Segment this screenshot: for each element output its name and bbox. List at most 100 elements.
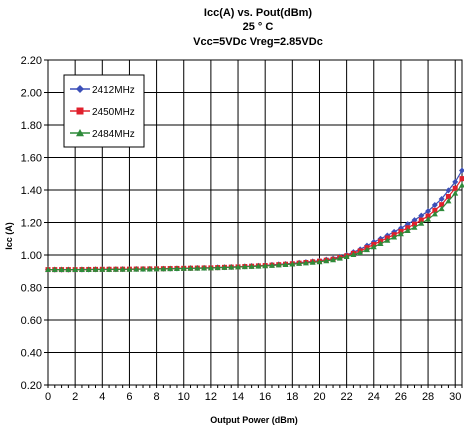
data-point: [397, 230, 404, 237]
data-point: [330, 256, 337, 263]
data-point: [241, 263, 248, 270]
y-tick-label: 2.20: [21, 55, 42, 67]
data-point: [180, 265, 187, 271]
x-tick-label: 0: [45, 391, 51, 403]
y-tick-label: 0.80: [21, 283, 42, 295]
data-point: [431, 202, 438, 209]
data-point: [207, 265, 214, 271]
x-tick-label: 30: [449, 391, 461, 403]
data-point: [153, 265, 160, 272]
data-point: [302, 259, 309, 266]
x-tick-label: 2: [72, 391, 78, 403]
data-point: [459, 176, 464, 182]
data-point: [425, 208, 432, 215]
data-point: [418, 212, 425, 219]
y-tick-label: 1.80: [21, 120, 42, 132]
legend-label: 2412MHz: [92, 85, 135, 96]
data-point: [296, 260, 303, 266]
data-point: [133, 266, 140, 272]
data-point: [248, 263, 255, 269]
data-point: [72, 266, 79, 273]
data-point: [119, 266, 126, 272]
x-tick-label: 14: [232, 391, 244, 403]
x-tick-label: 6: [126, 391, 132, 403]
y-tick-label: 1.40: [21, 185, 42, 197]
data-point: [452, 190, 459, 196]
data-point: [173, 265, 180, 272]
legend-label: 2484MHz: [92, 129, 135, 140]
data-point: [282, 261, 289, 267]
data-point: [323, 257, 330, 264]
data-point: [452, 185, 458, 191]
data-point: [425, 216, 432, 222]
legend-item-2412MHz: 2412MHz: [70, 85, 135, 96]
data-point: [363, 246, 370, 253]
data-point: [425, 213, 431, 219]
legend-item-2484MHz: 2484MHz: [70, 129, 135, 140]
data-point: [316, 258, 323, 265]
data-point: [289, 261, 296, 267]
y-tick-label: 0.60: [21, 315, 42, 327]
data-point: [65, 266, 72, 273]
x-tick-label: 16: [259, 391, 271, 403]
x-tick-label: 28: [422, 391, 434, 403]
data-point: [85, 266, 92, 272]
data-point: [194, 265, 201, 271]
series-2484MHz: [45, 182, 464, 273]
tick-labels: 0 2 4 6 8 10 12 14 16 18 20 22 24 26 28 300.200.400.600…: [21, 55, 462, 403]
data-point: [140, 266, 147, 272]
data-point: [431, 210, 438, 217]
data-point: [452, 178, 459, 185]
data-point: [377, 240, 384, 247]
y-tick-label: 0.40: [21, 348, 42, 360]
x-axis-label: Output Power (dBm): [210, 415, 298, 425]
data-point: [51, 266, 58, 273]
data-point: [275, 261, 282, 268]
y-axis-label: Icc (A): [4, 222, 14, 250]
legend-item-2450MHz: 2450MHz: [70, 107, 135, 118]
data-point: [350, 251, 357, 257]
data-point: [438, 195, 445, 202]
chart-title-line-1: Icc(A) vs. Pout(dBm): [204, 7, 313, 19]
x-tick-label: 8: [154, 391, 160, 403]
chart-title-line-3: Vcc=5VDc Vreg=2.85VDc: [193, 36, 323, 48]
data-point: [58, 266, 65, 273]
data-point: [76, 85, 84, 93]
data-point: [411, 217, 418, 224]
x-tick-label: 26: [395, 391, 407, 403]
data-point: [418, 217, 424, 223]
data-point: [459, 167, 464, 174]
data-point: [187, 265, 194, 271]
data-point: [228, 264, 235, 270]
y-tick-label: 1.20: [21, 218, 42, 230]
data-point: [418, 220, 425, 226]
data-point: [235, 264, 242, 270]
data-point: [201, 265, 208, 271]
data-point: [445, 187, 452, 194]
x-tick-label: 20: [313, 391, 325, 403]
data-point: [411, 221, 417, 227]
data-point: [391, 234, 398, 240]
data-point: [438, 205, 445, 212]
data-point: [126, 266, 133, 272]
data-point: [343, 253, 350, 260]
y-tick-label: 2.00: [21, 88, 42, 100]
data-point: [439, 202, 445, 208]
y-tick-label: 0.20: [21, 380, 42, 392]
data-point: [370, 243, 377, 250]
data-point: [221, 264, 228, 270]
x-tick-label: 24: [368, 391, 380, 403]
legend-label: 2450MHz: [92, 107, 135, 118]
data-point: [411, 224, 418, 230]
data-point: [445, 194, 451, 199]
data-point: [268, 262, 275, 268]
plot-area: [47, 59, 463, 386]
chart-title-line-2: 25 ° C: [243, 21, 274, 33]
data-point: [404, 227, 411, 234]
x-tick-label: 12: [205, 391, 217, 403]
data-point: [99, 266, 106, 272]
data-point: [92, 266, 99, 272]
data-point: [357, 249, 364, 255]
data-point: [309, 259, 316, 265]
